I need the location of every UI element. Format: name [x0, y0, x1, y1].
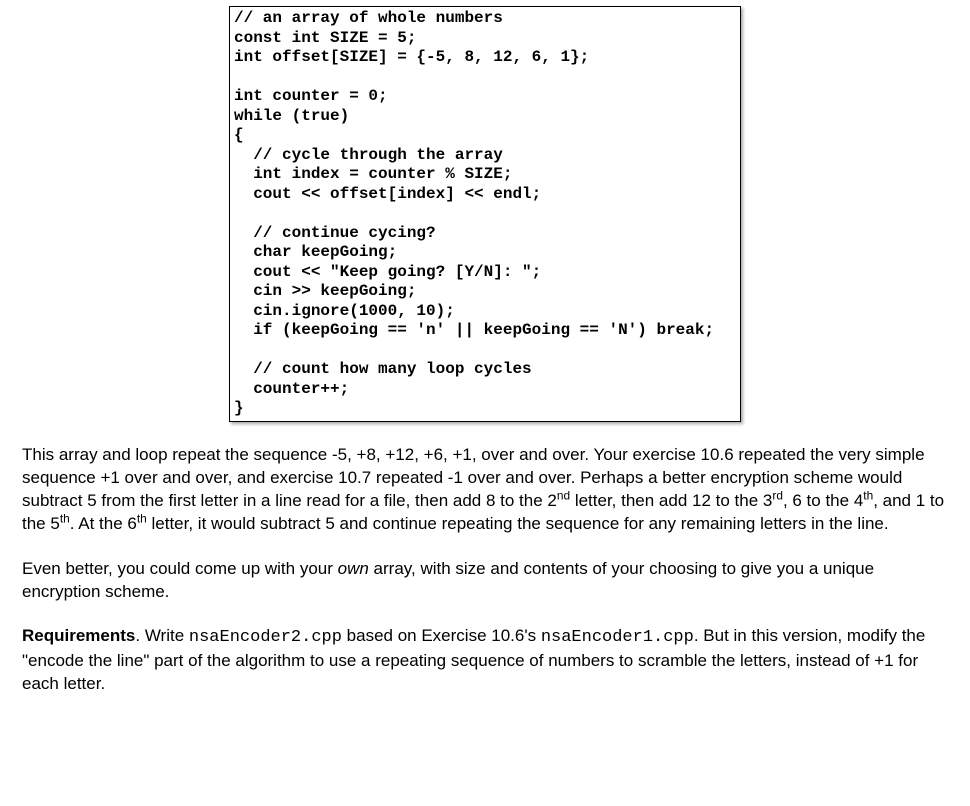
document-page: // an array of whole numbers const int S… [0, 0, 970, 696]
superscript: th [863, 488, 873, 502]
text: . Write [135, 626, 189, 645]
code-line: cin.ignore(1000, 10); [234, 302, 455, 320]
code-line: counter++; [234, 380, 349, 398]
text: , 6 to the 4 [783, 491, 863, 510]
text: based on Exercise 10.6's [342, 626, 541, 645]
requirements-label: Requirements [22, 626, 135, 645]
code-line: const int SIZE = 5; [234, 29, 416, 47]
emphasis: own [338, 559, 369, 578]
code-line: while (true) [234, 107, 349, 125]
text: letter, it would subtract 5 and continue… [147, 514, 889, 533]
code-line: cin >> keepGoing; [234, 282, 416, 300]
code-line: // count how many loop cycles [234, 360, 532, 378]
code-line: int offset[SIZE] = {-5, 8, 12, 6, 1}; [234, 48, 589, 66]
code-block: // an array of whole numbers const int S… [229, 6, 741, 422]
text: letter, then add 12 to the 3 [570, 491, 772, 510]
superscript: nd [557, 488, 570, 502]
code-line: if (keepGoing == 'n' || keepGoing == 'N'… [234, 321, 714, 339]
paragraph-explain: This array and loop repeat the sequence … [22, 444, 948, 536]
paragraph-requirements: Requirements. Write nsaEncoder2.cpp base… [22, 625, 948, 696]
code-line: char keepGoing; [234, 243, 397, 261]
code-line: cout << "Keep going? [Y/N]: "; [234, 263, 541, 281]
superscript: th [137, 511, 147, 525]
code-line: // cycle through the array [234, 146, 503, 164]
code-line: // an array of whole numbers [234, 9, 503, 27]
text: . At the 6 [70, 514, 137, 533]
code-line: int index = counter % SIZE; [234, 165, 512, 183]
code-line: } [234, 399, 244, 417]
text: Even better, you could come up with your [22, 559, 338, 578]
superscript: rd [772, 488, 783, 502]
code-filename: nsaEncoder2.cpp [189, 628, 342, 647]
paragraph-own-array: Even better, you could come up with your… [22, 558, 948, 604]
code-line: { [234, 126, 244, 144]
code-filename: nsaEncoder1.cpp [541, 628, 694, 647]
code-line: int counter = 0; [234, 87, 388, 105]
code-line: cout << offset[index] << endl; [234, 185, 541, 203]
superscript: th [60, 511, 70, 525]
code-line: // continue cycing? [234, 224, 436, 242]
